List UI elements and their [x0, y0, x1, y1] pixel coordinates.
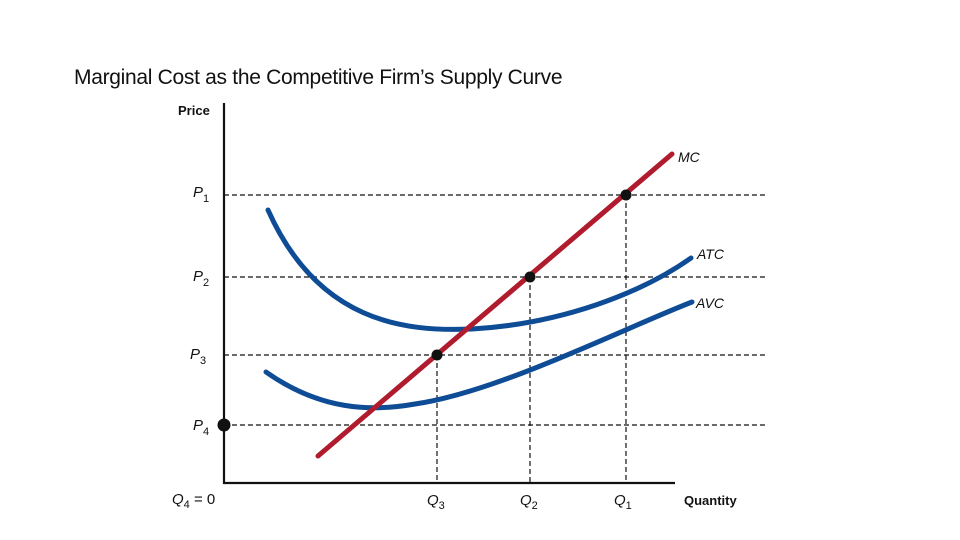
atc-label: ATC [696, 246, 725, 262]
point-p2-q2 [524, 271, 536, 283]
avc-curve [263, 299, 695, 411]
tick-p2: P2 [193, 268, 209, 289]
x-axis-label: Quantity [684, 493, 737, 508]
avc-label: AVC [695, 295, 725, 311]
mc-curve [315, 151, 675, 459]
guide-lines [224, 194, 768, 483]
atc-curve [265, 207, 694, 332]
tick-p1: P1 [193, 184, 209, 205]
tick-q2: Q2 [520, 492, 538, 512]
tick-p4: P4 [193, 417, 209, 438]
chart-title: Marginal Cost as the Competitive Firm’s … [74, 66, 563, 89]
tick-q1: Q1 [614, 492, 632, 512]
tick-q4: Q4 = 0 [172, 491, 215, 511]
point-p3-q3 [431, 349, 443, 361]
mc-label: MC [678, 149, 701, 165]
y-axis-label: Price [178, 103, 210, 118]
tick-q3: Q3 [427, 492, 445, 512]
tick-p3: P3 [190, 346, 206, 367]
point-p4-q4 [217, 418, 231, 432]
point-p1-q1 [620, 189, 632, 201]
